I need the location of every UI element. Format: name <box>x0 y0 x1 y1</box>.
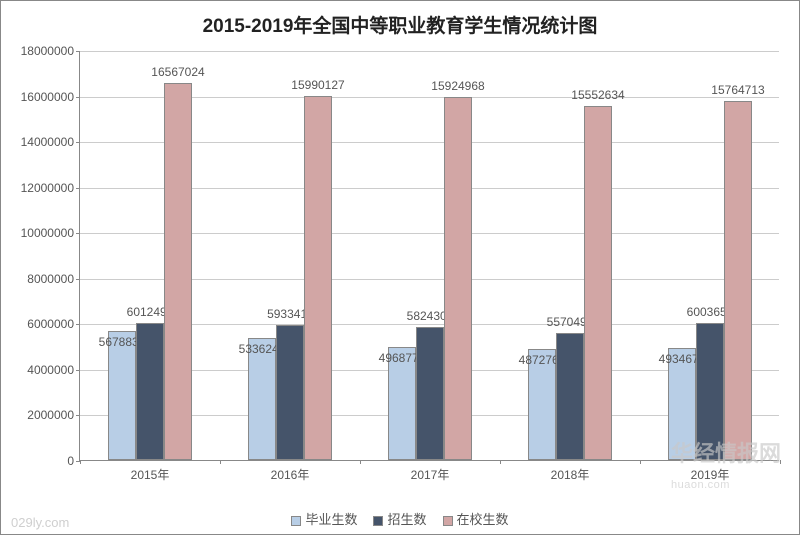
bar <box>724 101 752 460</box>
bar <box>444 97 472 460</box>
bar <box>416 327 444 460</box>
x-tick-mark <box>500 460 501 464</box>
bar <box>556 333 584 460</box>
x-axis-label: 2018年 <box>551 460 590 483</box>
y-tick-label: 2000000 <box>27 408 80 422</box>
x-axis-label: 2019年 <box>691 460 730 483</box>
bar <box>304 96 332 460</box>
legend-swatch <box>373 516 383 526</box>
legend-item: 毕业生数 <box>291 509 357 528</box>
bar-value-label: 16567024 <box>151 65 204 79</box>
y-tick-label: 18000000 <box>21 44 80 58</box>
x-tick-mark <box>640 460 641 464</box>
bar <box>248 338 276 460</box>
y-tick-label: 14000000 <box>21 135 80 149</box>
legend-swatch <box>443 516 453 526</box>
legend-label: 招生数 <box>387 512 426 527</box>
x-axis-label: 2015年 <box>131 460 170 483</box>
bar <box>164 83 192 460</box>
y-tick-label: 10000000 <box>21 226 80 240</box>
legend-label: 在校生数 <box>457 512 509 527</box>
x-tick-mark <box>780 460 781 464</box>
bar-value-label: 15552634 <box>571 88 624 102</box>
y-tick-label: 12000000 <box>21 181 80 195</box>
plot-area: 0200000040000006000000800000010000000120… <box>79 51 779 461</box>
category-group: 48727635570492155526342018年 <box>500 51 640 460</box>
y-tick-label: 16000000 <box>21 90 80 104</box>
bar-value-label: 15764713 <box>711 83 764 97</box>
legend-label: 毕业生数 <box>305 512 357 527</box>
category-group: 49346746003657157647132019年 <box>640 51 780 460</box>
category-group: 56788336012490165670242015年 <box>80 51 220 460</box>
bar <box>136 323 164 460</box>
x-tick-mark <box>80 460 81 464</box>
y-tick-label: 0 <box>67 454 80 468</box>
x-tick-mark <box>220 460 221 464</box>
legend: 毕业生数 招生数 在校生数 <box>1 509 799 528</box>
bar <box>584 106 612 460</box>
y-tick-label: 4000000 <box>27 363 80 377</box>
y-tick-label: 8000000 <box>27 272 80 286</box>
bar-value-label: 15924968 <box>431 79 484 93</box>
bar-value-label: 15990127 <box>291 78 344 92</box>
chart-title: 2015-2019年全国中等职业教育学生情况统计图 <box>1 1 799 41</box>
category-group: 53362405933411159901272016年 <box>220 51 360 460</box>
legend-item: 招生数 <box>373 509 426 528</box>
category-group: 49687705824303159249682017年 <box>360 51 500 460</box>
bar <box>696 323 724 460</box>
bar <box>108 331 136 460</box>
y-tick-label: 6000000 <box>27 317 80 331</box>
chart-container: 2015-2019年全国中等职业教育学生情况统计图 02000000400000… <box>0 0 800 535</box>
bar <box>276 325 304 460</box>
legend-item: 在校生数 <box>443 509 509 528</box>
x-axis-label: 2017年 <box>411 460 450 483</box>
x-axis-label: 2016年 <box>271 460 310 483</box>
x-tick-mark <box>360 460 361 464</box>
legend-swatch <box>291 516 301 526</box>
